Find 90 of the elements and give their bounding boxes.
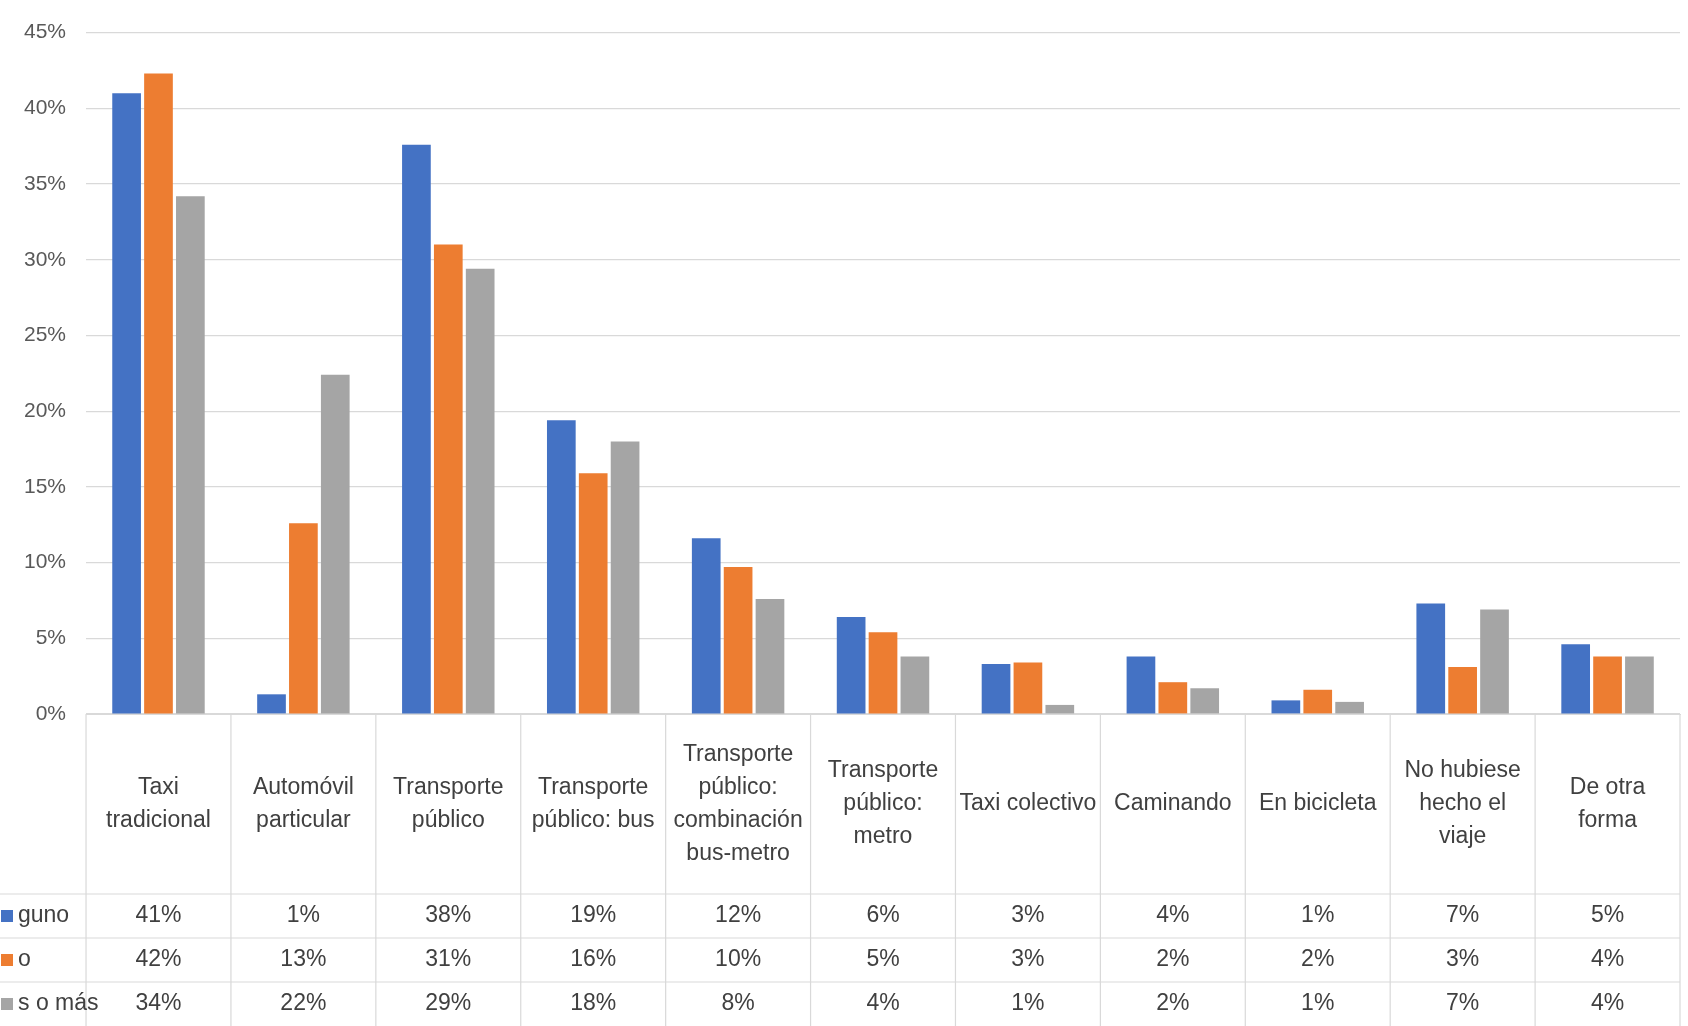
data-label: 29% <box>425 989 472 1016</box>
data-label: 10% <box>715 945 762 972</box>
bar <box>1448 667 1477 714</box>
x-tick-label: De otra forma <box>1569 772 1646 832</box>
data-label: 19% <box>570 901 617 928</box>
data-label: 2% <box>1156 945 1190 972</box>
y-tick-label: 40% <box>24 95 67 119</box>
x-tick-label: En bicicleta <box>1258 789 1377 816</box>
data-label: 1% <box>1301 989 1335 1016</box>
data-label: 6% <box>866 901 900 928</box>
bar <box>981 664 1011 714</box>
data-label: 12% <box>715 901 762 928</box>
bar <box>433 244 463 714</box>
data-label: 8% <box>721 989 755 1016</box>
data-label: 13% <box>280 945 327 972</box>
data-label: 5% <box>866 945 900 972</box>
legend-label: guno <box>18 901 70 928</box>
data-label: 2% <box>1156 989 1190 1016</box>
data-label: 1% <box>1011 989 1045 1016</box>
x-tick-label: Transporte público: metro <box>827 756 939 849</box>
y-tick-label: 35% <box>24 170 67 194</box>
bar <box>755 598 785 714</box>
y-tick-label: 30% <box>24 246 67 270</box>
bar <box>900 656 930 714</box>
x-tick-label: Taxi tradicional <box>106 772 211 832</box>
bar <box>176 196 205 714</box>
x-tick-label: Transporte público: combinación bus-metro <box>673 739 803 865</box>
bar <box>1480 609 1509 714</box>
bar <box>257 694 286 714</box>
bar <box>868 632 898 714</box>
y-tick-label: 20% <box>24 397 67 421</box>
legend-label: o <box>18 945 31 972</box>
bar <box>465 268 495 714</box>
data-label: 34% <box>135 989 182 1016</box>
bar <box>402 144 431 714</box>
y-tick-label: 45% <box>24 19 67 43</box>
data-label: 31% <box>425 945 472 972</box>
data-label: 5% <box>1590 901 1625 928</box>
data-label: 41% <box>135 901 182 928</box>
y-tick-label: 25% <box>24 322 67 346</box>
data-label: 7% <box>1446 901 1480 928</box>
data-label: 4% <box>1156 901 1190 928</box>
y-tick-label: 15% <box>24 473 67 497</box>
data-label: 38% <box>425 901 472 928</box>
data-label: 3% <box>1446 945 1480 972</box>
bar <box>691 538 721 714</box>
y-tick-label: 0% <box>35 700 67 724</box>
x-tick-label: Caminando <box>1114 789 1232 816</box>
data-label: 2% <box>1301 945 1335 972</box>
bar <box>610 441 640 714</box>
bar <box>320 374 350 714</box>
bar <box>289 523 318 714</box>
x-tick-label: Taxi colectivo <box>959 789 1097 816</box>
x-tick-label: Transporte público: bus <box>531 772 655 832</box>
x-tick-label: Automóvil particular <box>252 772 354 832</box>
bar <box>1190 688 1220 714</box>
y-tick-label: 5% <box>35 625 67 649</box>
bar <box>1625 656 1654 714</box>
data-label: 22% <box>280 989 327 1016</box>
bar <box>1045 704 1075 714</box>
data-label: 1% <box>286 901 321 928</box>
x-tick-label: Transporte público <box>393 772 504 832</box>
data-label: 3% <box>1011 901 1045 928</box>
bar <box>1593 656 1622 714</box>
bar <box>1303 689 1333 714</box>
bar <box>1271 700 1301 714</box>
bar <box>1013 662 1043 714</box>
data-label: 1% <box>1301 901 1335 928</box>
bar <box>723 567 753 714</box>
data-label: 4% <box>1590 945 1625 972</box>
bar <box>1126 656 1156 714</box>
data-label: 7% <box>1446 989 1480 1016</box>
x-tick-label: No hubiese hecho el viaje <box>1404 756 1521 849</box>
data-label: 4% <box>866 989 900 1016</box>
data-label: 18% <box>570 989 617 1016</box>
bar <box>578 473 608 714</box>
bar <box>112 93 141 714</box>
bar <box>836 617 866 714</box>
data-label: 42% <box>135 945 182 972</box>
bar <box>1416 603 1446 714</box>
bar <box>144 73 173 714</box>
data-label: 16% <box>570 945 617 972</box>
bar <box>1561 644 1591 714</box>
legend-label: s o más <box>18 989 99 1016</box>
data-label: 3% <box>1011 945 1045 972</box>
data-label: 4% <box>1590 989 1625 1016</box>
bar <box>1158 682 1188 714</box>
bar <box>1335 701 1364 714</box>
y-tick-label: 10% <box>24 549 67 573</box>
bar <box>546 420 576 714</box>
